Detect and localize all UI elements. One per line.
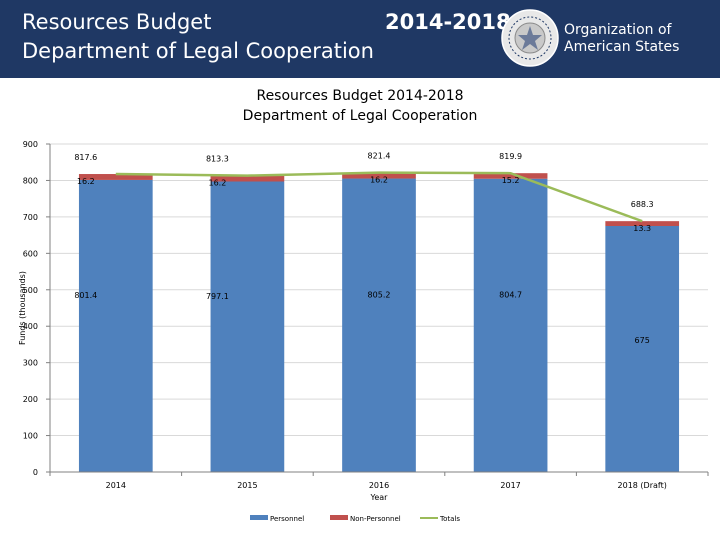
- non-personnel-value-label: 16.2: [208, 179, 226, 188]
- y-tick-label: 0: [33, 468, 38, 477]
- y-tick-label: 600: [23, 249, 38, 258]
- personnel-bar: [605, 226, 680, 472]
- x-axis-title: Year: [370, 493, 389, 502]
- organization-name-line2: American States: [564, 39, 680, 55]
- y-tick-label: 300: [23, 359, 38, 368]
- x-tick-label: 2015: [237, 481, 257, 490]
- y-axis-title: Funds (thousands): [18, 271, 27, 345]
- personnel-value-label: 801.4: [74, 291, 97, 300]
- organization-name: Organization of American States: [564, 22, 679, 56]
- x-tick-label: 2016: [369, 481, 389, 490]
- legend-label: Totals: [439, 515, 460, 523]
- organization-name-line1: Organization of: [564, 22, 672, 38]
- budget-chart: 801.4 16.2 817.6 797.1 16.2 813.3 805.2 16.2 821…: [18, 140, 709, 523]
- personnel-value-label: 797.1: [206, 292, 229, 301]
- totals-value-label: 819.9: [499, 152, 522, 161]
- totals-value-label: 821.4: [368, 152, 391, 161]
- non-personnel-value-label: 16.2: [370, 176, 388, 185]
- chart-title-line1: Resources Budget 2014-2018: [256, 88, 464, 104]
- personnel-bar: [210, 181, 285, 472]
- slide-title: Resources Budget Department of Legal Coo…: [22, 8, 374, 66]
- non-personnel-value-label: 16.2: [77, 177, 95, 186]
- y-tick-label: 700: [23, 213, 38, 222]
- totals-value-label: 688.3: [631, 200, 654, 209]
- y-tick-label: 900: [23, 140, 38, 149]
- oas-seal-icon: [501, 9, 559, 67]
- totals-line: [115, 171, 643, 223]
- totals-value-label: 817.6: [74, 153, 97, 162]
- x-tick-label: 2017: [500, 481, 520, 490]
- non-personnel-bar: [605, 221, 680, 226]
- legend-label: Non-Personnel: [350, 515, 401, 523]
- personnel-bar: [473, 178, 548, 472]
- slide-header: Resources Budget Department of Legal Coo…: [0, 0, 720, 78]
- slide-title-line2: Department of Legal Cooperation: [22, 39, 374, 63]
- legend-swatch: [250, 515, 268, 520]
- personnel-value-label: 804.7: [499, 290, 522, 299]
- totals-value-label: 813.3: [206, 155, 229, 164]
- y-tick-label: 500: [23, 286, 38, 295]
- slide-title-line1: Resources Budget: [22, 10, 212, 34]
- non-personnel-bar: [210, 175, 285, 182]
- personnel-bar: [78, 179, 153, 473]
- chart-legend: Personnel Non-Personnel Totals: [250, 515, 460, 523]
- y-tick-label: 100: [23, 432, 38, 441]
- axes: 0 100 200 300 400 500 600 700 800 900 2014 2015 2016…: [18, 140, 709, 502]
- legend-label: Personnel: [270, 515, 304, 523]
- totals-line-series: [115, 171, 643, 223]
- non-personnel-value-label: 15.2: [502, 176, 520, 185]
- chart-title: Resources Budget 2014-2018 Department of…: [0, 86, 720, 126]
- y-tick-label: 800: [23, 176, 38, 185]
- personnel-bar: [342, 178, 416, 473]
- slide-years: 2014-2018: [385, 10, 511, 34]
- x-tick-label: 2018 (Draft): [618, 481, 667, 490]
- legend-swatch: [330, 515, 348, 520]
- bar-series: [78, 172, 680, 473]
- y-tick-label: 400: [23, 322, 38, 331]
- chart-title-line2: Department of Legal Cooperation: [242, 108, 478, 124]
- non-personnel-value-label: 13.3: [633, 224, 651, 233]
- x-tick-label: 2014: [106, 481, 126, 490]
- non-personnel-bar: [342, 172, 416, 179]
- non-personnel-bar: [473, 173, 548, 179]
- y-tick-label: 200: [23, 395, 38, 404]
- non-personnel-bar: [78, 174, 153, 180]
- personnel-value-label: 805.2: [368, 290, 391, 299]
- data-labels: 801.4 16.2 817.6 797.1 16.2 813.3 805.2 16.2 821…: [74, 152, 653, 345]
- personnel-value-label: 675: [635, 336, 650, 345]
